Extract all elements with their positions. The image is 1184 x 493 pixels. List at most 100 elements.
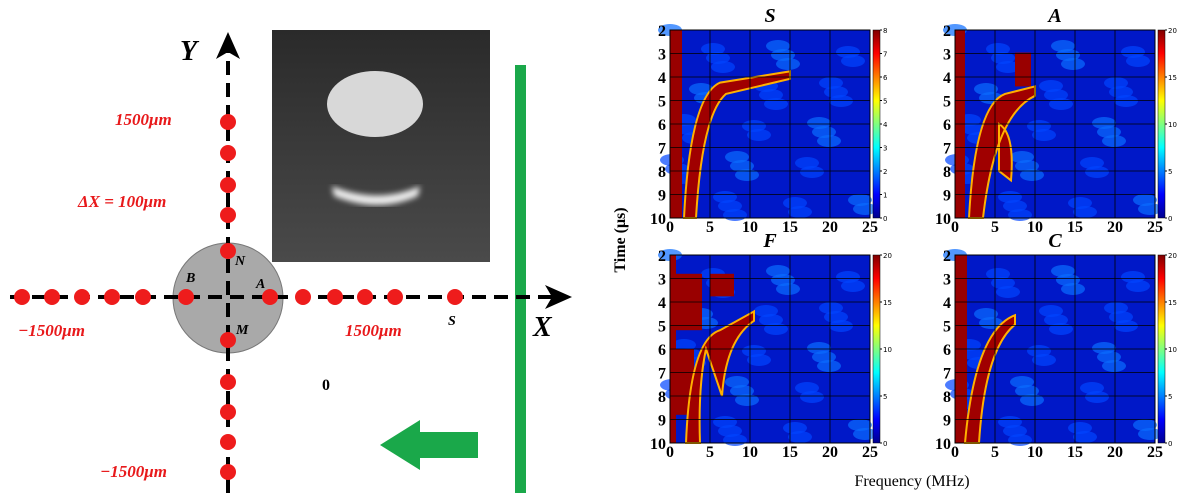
heatmap-blob bbox=[1068, 197, 1092, 209]
y-tick-label: 8 bbox=[943, 389, 951, 406]
heatmap-blob bbox=[1039, 80, 1063, 92]
y-tick-label: 7 bbox=[658, 366, 666, 383]
marker-dot bbox=[220, 145, 236, 161]
x-tick-label: 15 bbox=[1067, 219, 1083, 236]
marker-dot bbox=[104, 289, 120, 305]
heatmap-blob bbox=[1020, 394, 1044, 406]
colorbar-tick-label: 20 bbox=[1168, 252, 1177, 260]
marker-dot bbox=[262, 289, 278, 305]
colorbar-tick-label: 1 bbox=[883, 192, 887, 200]
label: 1500μm bbox=[115, 110, 172, 129]
y-tick-label: 10 bbox=[650, 211, 666, 228]
heatmap-blob bbox=[807, 342, 831, 354]
colorbar-tick-label: 0 bbox=[883, 440, 887, 448]
colorbar bbox=[1157, 254, 1166, 444]
heatmap-blob bbox=[1104, 302, 1128, 314]
heatmap-blob bbox=[795, 382, 819, 394]
heatmap-blob bbox=[1138, 203, 1162, 215]
heatmap-blob bbox=[962, 348, 986, 360]
heatmap-blob bbox=[672, 339, 696, 351]
colorbar-tick-label: 5 bbox=[1168, 393, 1172, 401]
heatmap-blob bbox=[986, 268, 1010, 280]
heatmap-blob bbox=[1092, 117, 1116, 129]
heatmap-blob bbox=[996, 286, 1020, 298]
heatmap-blob bbox=[836, 271, 860, 283]
marker-dot bbox=[220, 434, 236, 450]
panel-title: F bbox=[762, 230, 777, 252]
colorbar-tick-label: 5 bbox=[883, 98, 887, 106]
colorbar-tick-label: 2 bbox=[883, 168, 887, 176]
x-tick-label: 10 bbox=[742, 444, 758, 461]
marker-dot bbox=[220, 404, 236, 420]
marker-dot bbox=[220, 207, 236, 223]
colorbar bbox=[872, 29, 881, 219]
heatmap-blob bbox=[701, 43, 725, 55]
heatmap-blob bbox=[974, 308, 998, 320]
x-tick-label: 20 bbox=[1107, 444, 1123, 461]
heatmap-blob bbox=[1015, 385, 1039, 397]
x-tick-label: 10 bbox=[742, 219, 758, 236]
heatmap-blob bbox=[1104, 77, 1128, 89]
marker-dot bbox=[295, 289, 311, 305]
heatmap-blob bbox=[764, 98, 788, 110]
y-tick-label: 5 bbox=[658, 319, 666, 336]
heatmap-blob bbox=[1044, 89, 1068, 101]
y-tick-label: 2 bbox=[943, 248, 951, 265]
colorbar-tick-label: 6 bbox=[883, 74, 888, 82]
heatmap-blob bbox=[1003, 200, 1027, 212]
label: 0 bbox=[322, 377, 330, 394]
y-tick-label: 8 bbox=[658, 389, 666, 406]
heatmap-blob bbox=[735, 394, 759, 406]
label: −1500μm bbox=[100, 462, 167, 481]
heatmap-blob bbox=[819, 302, 843, 314]
heatmap-blob bbox=[759, 314, 783, 326]
label: B bbox=[185, 271, 195, 286]
y-tick-label: 5 bbox=[943, 94, 951, 111]
heatmap-blob bbox=[1003, 425, 1027, 437]
heatmap-blob bbox=[1133, 194, 1157, 206]
x-tick-label: 10 bbox=[1027, 444, 1043, 461]
heatmap-blob bbox=[766, 40, 790, 52]
label: S bbox=[448, 314, 456, 329]
y-tick-label: 2 bbox=[658, 23, 666, 40]
marker-dot bbox=[220, 332, 236, 348]
x-tick-label: 0 bbox=[666, 444, 674, 461]
colorbar-tick-label: 10 bbox=[1168, 346, 1177, 354]
heatmap-blob bbox=[730, 160, 754, 172]
marker-dot bbox=[44, 289, 60, 305]
heatmap-blob bbox=[1061, 283, 1085, 295]
y-tick-label: 4 bbox=[658, 70, 666, 87]
panel-title: A bbox=[1046, 5, 1061, 27]
x-tick-label: 0 bbox=[666, 219, 674, 236]
colorbar bbox=[1157, 29, 1166, 219]
photo bbox=[272, 30, 490, 262]
heatmap-hot bbox=[1015, 52, 1031, 87]
marker-dot bbox=[447, 289, 463, 305]
heatmap-blob bbox=[742, 345, 766, 357]
heatmap-blob bbox=[817, 360, 841, 372]
heatmap-blob bbox=[829, 320, 853, 332]
x-tick-label: 5 bbox=[991, 219, 999, 236]
heatmap-blob bbox=[788, 206, 812, 218]
heatmap-blob bbox=[979, 317, 1003, 329]
heatmap-blob bbox=[795, 157, 819, 169]
heatmap-blob bbox=[1092, 342, 1116, 354]
marker-dot bbox=[14, 289, 30, 305]
marker-dot bbox=[357, 289, 373, 305]
heatmap-blob bbox=[783, 197, 807, 209]
green-arrow bbox=[380, 420, 478, 470]
y-arrow bbox=[216, 32, 240, 59]
heatmap-blob bbox=[1039, 305, 1063, 317]
x-tick-label: 10 bbox=[1027, 219, 1043, 236]
y-tick-label: 3 bbox=[943, 272, 951, 289]
marker-dot bbox=[220, 114, 236, 130]
y-tick-label: 8 bbox=[658, 164, 666, 181]
heatmap-blob bbox=[776, 283, 800, 295]
marker-dot bbox=[220, 177, 236, 193]
x-tick-label: 25 bbox=[1147, 444, 1163, 461]
heatmap-blob bbox=[1126, 55, 1150, 67]
heatmap-blob bbox=[742, 120, 766, 132]
heatmap-blob bbox=[807, 117, 831, 129]
